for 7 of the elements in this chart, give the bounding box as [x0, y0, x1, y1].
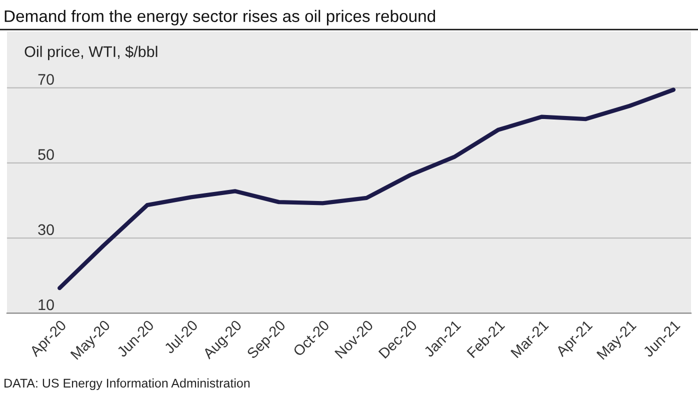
chart-title: Demand from the energy sector rises as oil prices rebound [4, 10, 436, 26]
y-tick-label: 70 [38, 74, 54, 85]
text: DATA: US Energy Information Administration [4, 378, 250, 390]
y-axis-title: Oil price, WTI, $/bbl [24, 46, 158, 60]
y-tick-label: 10 [38, 299, 54, 310]
y-tick-label: 30 [38, 224, 54, 236]
y-tick-label: 50 [38, 149, 54, 160]
